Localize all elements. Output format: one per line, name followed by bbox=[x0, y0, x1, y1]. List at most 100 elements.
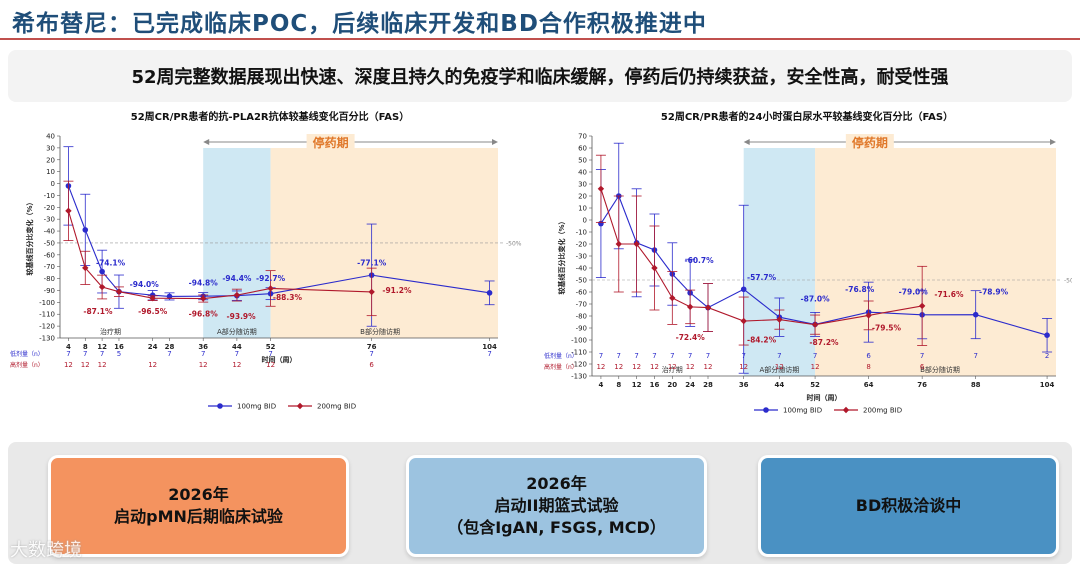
x-tick-label: 104 bbox=[1040, 381, 1055, 389]
n-value: 12 bbox=[668, 363, 677, 371]
milestone-card-bd: BD积极洽谈中 bbox=[758, 455, 1059, 557]
phase-label: B部分随访期 bbox=[360, 327, 400, 336]
y-tick-label: 40 bbox=[46, 133, 55, 141]
y-tick-label: -80 bbox=[576, 313, 587, 321]
x-tick-label: 12 bbox=[97, 343, 107, 351]
stop-period-label: 停药期 bbox=[313, 135, 349, 150]
data-point-red bbox=[149, 294, 156, 302]
y-tick-label: -70 bbox=[576, 301, 587, 309]
data-point-blue bbox=[82, 227, 89, 233]
y-tick-label: -110 bbox=[571, 349, 587, 357]
arrow-head-right bbox=[1050, 139, 1056, 145]
data-label-blue: -74.1% bbox=[96, 259, 126, 268]
n-value: 7 bbox=[167, 350, 171, 358]
x-tick-label: 16 bbox=[650, 381, 660, 389]
chart-title: 52周CR/PR患者的抗-PLA2R抗体较基线变化百分比（FAS） bbox=[131, 110, 410, 123]
data-point-blue bbox=[99, 268, 105, 275]
data-point-red bbox=[368, 288, 375, 296]
data-label-red: -96.5% bbox=[138, 307, 168, 316]
page-title: 希布替尼：已完成临床POC，后续临床开发和BD合作积极推进中 bbox=[12, 11, 707, 37]
card-year: 2026年 bbox=[168, 485, 229, 504]
n-value: 12 bbox=[650, 363, 659, 371]
n-value: 7 bbox=[777, 352, 781, 360]
x-tick-label: 12 bbox=[632, 381, 642, 389]
data-point-red bbox=[615, 240, 622, 248]
n-row-label: 低剂量（n） bbox=[544, 352, 578, 360]
phase-label: B部分随访期 bbox=[920, 365, 960, 374]
n-value: 7 bbox=[369, 350, 373, 358]
y-tick-label: -90 bbox=[576, 325, 587, 333]
n-value: 12 bbox=[148, 361, 157, 369]
card-year: 2026年 bbox=[526, 474, 587, 493]
y-tick-label: -60 bbox=[576, 289, 587, 297]
legend-label-red: 200mg BID bbox=[863, 407, 902, 415]
card-text: 启动pMN后期临床试验 bbox=[114, 507, 283, 526]
data-label-blue: -92.7% bbox=[256, 274, 286, 283]
n-value: 7 bbox=[268, 350, 272, 358]
y-tick-label: -20 bbox=[576, 241, 587, 249]
data-label-red: -96.8% bbox=[189, 310, 219, 319]
n-value: 7 bbox=[634, 352, 638, 360]
n-value: 6 bbox=[369, 361, 374, 369]
n-value: 7 bbox=[973, 352, 977, 360]
n-value: 7 bbox=[741, 352, 745, 360]
y-tick-label: -20 bbox=[44, 204, 55, 212]
n-value: 7 bbox=[652, 352, 656, 360]
card-text: 启动II期篮式试验 bbox=[494, 496, 619, 515]
n-value: 7 bbox=[920, 352, 924, 360]
legend-label-blue: 100mg BID bbox=[237, 403, 276, 411]
n-value: 7 bbox=[201, 350, 205, 358]
phase-region-orange bbox=[270, 148, 498, 338]
n-value: 12 bbox=[739, 363, 748, 371]
legend-label-red: 200mg BID bbox=[317, 403, 356, 411]
y-axis-label: 较基线百分比变化（%） bbox=[557, 217, 566, 294]
x-tick-label: 24 bbox=[685, 381, 695, 389]
y-axis-label: 较基线百分比变化（%） bbox=[25, 198, 34, 275]
n-value: 7 bbox=[670, 352, 674, 360]
data-point-red bbox=[82, 264, 89, 272]
data-point-red bbox=[811, 321, 819, 328]
x-tick-label: 76 bbox=[367, 343, 377, 351]
data-point-red bbox=[704, 304, 712, 311]
phase-label: 治疗期 bbox=[100, 327, 121, 336]
y-tick-label: -30 bbox=[576, 253, 587, 261]
n-value: 7 bbox=[66, 350, 70, 358]
n-value: 12 bbox=[64, 361, 73, 369]
y-tick-label: -120 bbox=[39, 323, 55, 331]
n-value: 12 bbox=[232, 361, 241, 369]
phase-region-blue bbox=[743, 148, 816, 376]
arrow-head-right bbox=[492, 139, 498, 145]
y-tick-label: 10 bbox=[46, 168, 55, 176]
data-label-red: -93.9% bbox=[227, 312, 257, 321]
data-point-red bbox=[686, 303, 694, 311]
reference-line-label: -50% bbox=[506, 240, 522, 247]
x-tick-label: 28 bbox=[165, 343, 175, 351]
y-tick-label: 50 bbox=[578, 157, 587, 165]
y-tick-label: -40 bbox=[44, 228, 55, 236]
data-point-red bbox=[199, 295, 207, 302]
legend-marker-blue bbox=[763, 407, 769, 413]
x-tick-label: 52 bbox=[266, 343, 276, 351]
n-row-label: 高剂量（n） bbox=[544, 363, 578, 371]
data-label-blue: -87.0% bbox=[801, 295, 831, 304]
y-tick-label: -130 bbox=[571, 373, 587, 381]
data-point-red bbox=[115, 288, 123, 295]
data-label-blue: -94.4% bbox=[222, 274, 252, 283]
x-tick-label: 36 bbox=[198, 343, 208, 351]
y-tick-label: -60 bbox=[44, 251, 55, 259]
n-row-label: 低剂量（n） bbox=[10, 350, 44, 358]
data-label-blue: -94.0% bbox=[130, 280, 160, 289]
data-label-red: -88.3% bbox=[273, 293, 303, 302]
legend-marker-red bbox=[842, 406, 850, 414]
n-value: 12 bbox=[632, 363, 641, 371]
data-label-blue: -60.7% bbox=[685, 256, 715, 265]
x-tick-label: 64 bbox=[864, 381, 874, 389]
chart-antibody: 52周CR/PR患者的抗-PLA2R抗体较基线变化百分比（FAS）4030201… bbox=[10, 110, 522, 411]
n-value: 12 bbox=[686, 363, 695, 371]
y-tick-label: -120 bbox=[571, 361, 587, 369]
legend-marker-red bbox=[296, 402, 304, 410]
y-tick-label: -10 bbox=[44, 192, 55, 200]
y-tick-label: 60 bbox=[578, 145, 587, 153]
x-tick-label: 4 bbox=[66, 343, 71, 351]
x-tick-label: 8 bbox=[616, 381, 621, 389]
